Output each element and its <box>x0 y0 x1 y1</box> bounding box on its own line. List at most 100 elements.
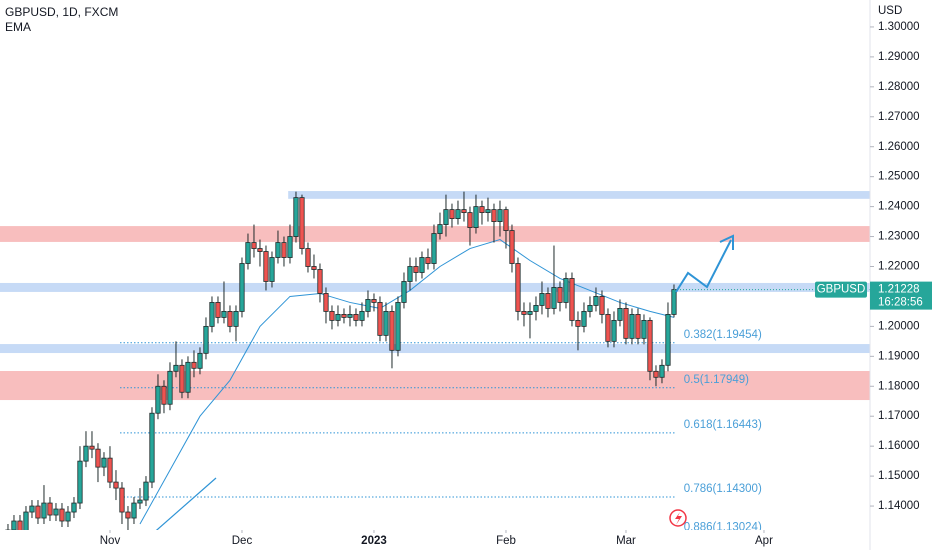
x-tick-label: Dec <box>232 535 253 547</box>
ema-line <box>139 238 675 525</box>
candle-body <box>89 445 95 450</box>
candle-body <box>467 212 473 228</box>
candle-body <box>371 299 377 303</box>
candle-body <box>455 209 461 219</box>
x-tick-label: Feb <box>496 535 516 547</box>
candle-body <box>299 197 305 249</box>
candle-body <box>551 287 557 309</box>
candle-body <box>527 311 533 315</box>
candle-body <box>431 233 437 264</box>
candle-body <box>233 311 239 327</box>
candle-body <box>197 352 203 369</box>
candle-body <box>335 314 341 321</box>
candle-body <box>191 361 197 369</box>
candle-body <box>221 311 227 318</box>
candle-body <box>41 502 47 519</box>
candle-body <box>101 457 107 468</box>
y-tick-label: 1.20000 <box>878 320 920 332</box>
candle-body <box>113 481 119 489</box>
y-tick-label: 1.16000 <box>878 440 920 452</box>
candle-body <box>65 511 71 522</box>
candle-body <box>137 499 143 504</box>
candle-body <box>269 257 275 282</box>
candle-body <box>587 305 593 312</box>
candle-body <box>329 311 335 321</box>
candle-body <box>215 302 221 318</box>
candle-body <box>365 299 371 312</box>
candle-body <box>155 385 161 414</box>
candle-body <box>659 364 665 378</box>
y-tick-label: 1.28000 <box>878 81 920 93</box>
candle-body <box>353 314 359 321</box>
candle-body <box>149 412 155 483</box>
candle-body <box>491 209 497 222</box>
fib-label: 0.618(1.16443) <box>684 419 762 431</box>
price-badge <box>870 281 932 310</box>
candle-body <box>59 508 65 522</box>
candle-body <box>131 502 137 519</box>
candle-body <box>71 502 77 513</box>
candle-body <box>107 457 113 483</box>
candle-body <box>125 511 131 519</box>
candle-body <box>671 289 677 315</box>
candle-body <box>359 311 365 321</box>
price-zone <box>288 191 870 199</box>
candle-body <box>185 361 191 393</box>
countdown-label: 16:28:56 <box>878 297 923 309</box>
candle-body <box>557 287 563 303</box>
candle-body <box>17 520 23 530</box>
candle-body <box>281 242 287 258</box>
price-zone <box>0 344 870 354</box>
fib-label: 0.786(1.14300) <box>684 483 762 495</box>
price-zone <box>0 371 870 401</box>
candle-body <box>425 257 431 264</box>
trend-drawings <box>155 234 734 530</box>
candle-body <box>605 314 611 342</box>
candle-body <box>521 311 527 315</box>
candle-body <box>239 263 245 312</box>
candle-body <box>437 224 443 234</box>
x-tick-label: Apr <box>755 535 773 547</box>
candle-body <box>479 206 485 213</box>
candle-body <box>653 370 659 378</box>
candle-body <box>29 505 35 513</box>
symbol-badge <box>815 281 867 298</box>
candle-body <box>245 242 251 264</box>
candle-body <box>635 314 641 339</box>
candle-body <box>11 520 17 530</box>
candle-body <box>179 364 185 393</box>
candle-body <box>347 314 353 318</box>
candle-body <box>227 311 233 327</box>
candle-body <box>203 325 209 354</box>
candle-body <box>623 308 629 339</box>
event-bolt <box>675 512 682 525</box>
plot-area: 0.382(1.19454) 0.5(1.17949) 0.618(1.16443)… <box>0 191 870 530</box>
candle-body <box>539 293 545 306</box>
candle-body <box>311 266 317 270</box>
symbol-label: GBPUSD <box>817 284 866 296</box>
y-tick-label: 1.19000 <box>878 350 920 362</box>
price-label: 1.21228 <box>878 284 920 296</box>
candle-body <box>143 481 149 501</box>
candle-body <box>473 206 479 228</box>
candle-body <box>641 319 647 339</box>
candle-body <box>569 278 575 321</box>
candle-body <box>251 242 257 249</box>
candle-body <box>617 308 623 321</box>
projection-arrow <box>675 239 732 293</box>
candle-body <box>257 248 263 252</box>
candle-body <box>23 511 29 530</box>
price-zone <box>0 282 870 292</box>
candle-body <box>47 502 53 516</box>
y-tick-label: 1.22000 <box>878 261 920 273</box>
indicator-label: EMA <box>5 20 31 34</box>
candle-body <box>377 302 383 336</box>
candle-body <box>461 209 467 213</box>
candle-body <box>443 209 449 225</box>
candle-body <box>419 257 425 273</box>
y-tick-label: 1.24000 <box>878 201 920 213</box>
candle-body <box>503 209 509 231</box>
y-tick-label: 1.23000 <box>878 231 920 243</box>
